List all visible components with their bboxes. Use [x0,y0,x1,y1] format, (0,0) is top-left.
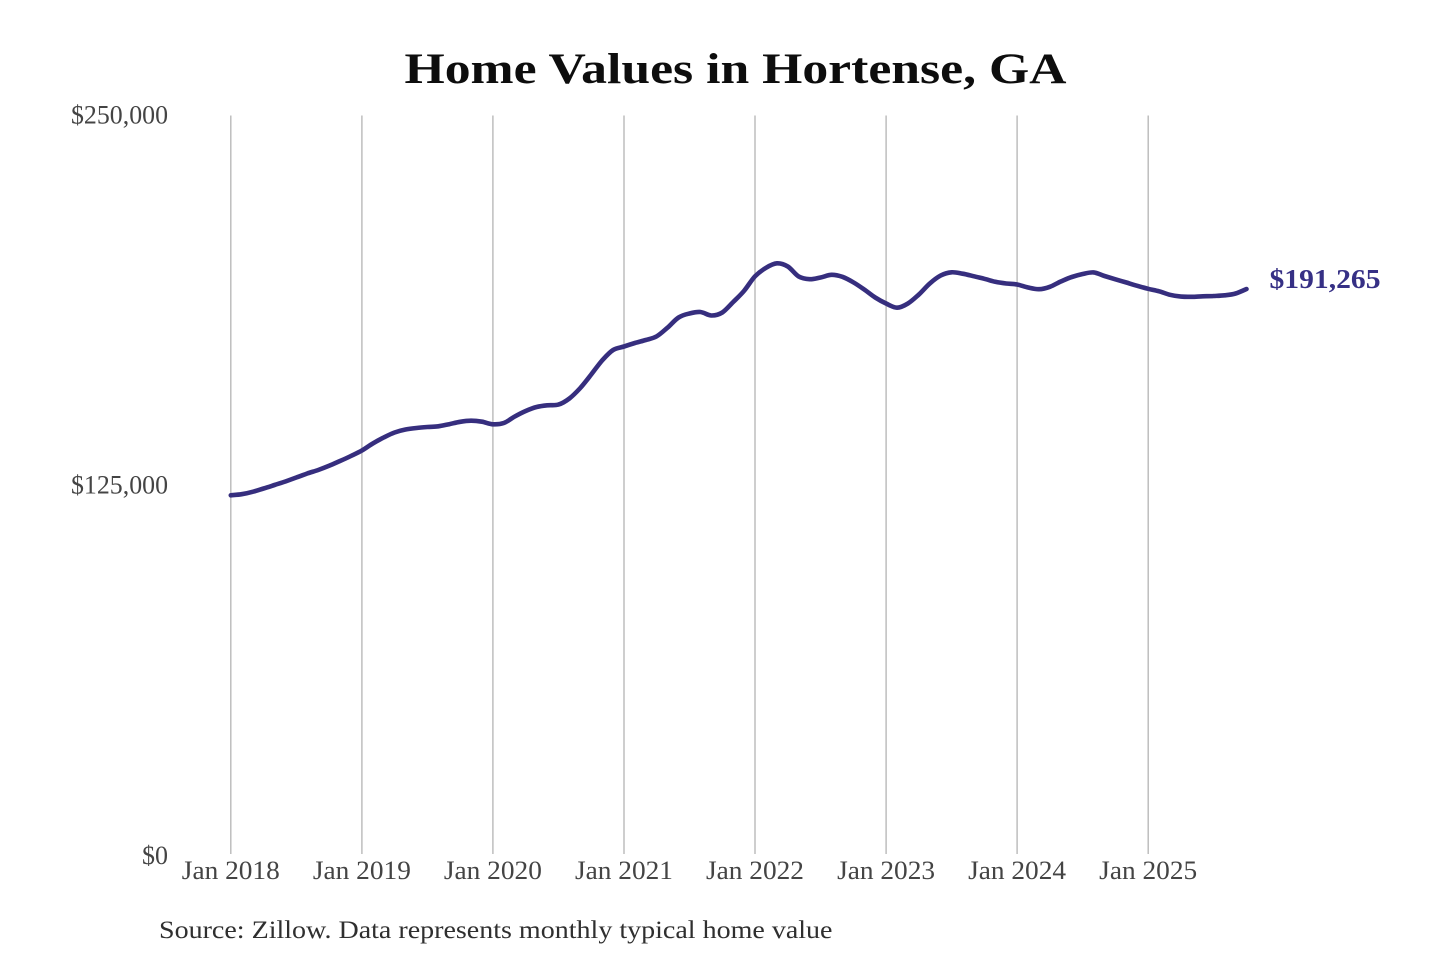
svg-text:Jan 2024: Jan 2024 [968,856,1066,885]
svg-text:Jan 2018: Jan 2018 [182,856,280,885]
svg-text:Jan 2021: Jan 2021 [575,856,673,885]
svg-text:$125,000: $125,000 [71,471,168,500]
svg-text:Jan 2023: Jan 2023 [837,856,935,885]
svg-text:Home Values in Hortense, GA: Home Values in Hortense, GA [405,46,1067,93]
svg-text:Jan 2022: Jan 2022 [706,856,804,885]
svg-text:$191,265: $191,265 [1270,264,1381,294]
svg-text:Jan 2025: Jan 2025 [1099,856,1197,885]
svg-text:Jan 2020: Jan 2020 [444,856,542,885]
svg-text:$250,000: $250,000 [71,101,168,130]
svg-text:$0: $0 [142,841,168,870]
svg-text:Source: Zillow. Data represent: Source: Zillow. Data represents monthly … [159,917,833,944]
svg-text:Jan 2019: Jan 2019 [313,856,411,885]
